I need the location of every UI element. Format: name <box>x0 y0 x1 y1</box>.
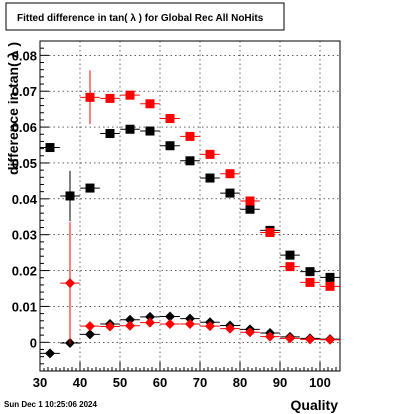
data-point-diamond <box>305 334 315 345</box>
data-point-square <box>245 204 255 214</box>
data-point-diamond <box>165 311 175 322</box>
y-tick-label: 0 <box>30 335 37 350</box>
data-point-diamond <box>65 278 75 289</box>
data-point-diamond <box>325 334 335 345</box>
y-tick-label: 0.01 <box>12 299 37 314</box>
y-axis-title: difference in tan( λ ) <box>5 42 21 175</box>
x-axis-title: Quality <box>291 397 339 413</box>
data-point-diamond <box>45 348 55 359</box>
data-point-diamond <box>285 333 295 344</box>
data-point-square <box>125 124 135 134</box>
data-point-diamond <box>145 317 155 328</box>
y-tick-label: 0.04 <box>12 192 38 207</box>
y-tick-label: 0.07 <box>12 84 37 99</box>
x-tick-label: 70 <box>193 375 207 390</box>
data-point-square <box>105 129 115 139</box>
data-point-diamond <box>145 311 155 322</box>
data-point-square <box>205 173 215 183</box>
x-tick-label: 30 <box>33 375 47 390</box>
y-tick-label: 0.08 <box>12 48 37 63</box>
data-point-diamond <box>245 327 255 338</box>
data-point-square <box>185 131 195 141</box>
data-point-square <box>85 183 95 193</box>
y-tick-label: 0.05 <box>12 156 37 171</box>
data-point-square <box>125 90 135 100</box>
data-point-square <box>165 113 175 123</box>
data-point-square <box>305 267 315 277</box>
data-point-square <box>225 188 235 198</box>
y-tick-label: 0.02 <box>12 264 37 279</box>
timestamp: Sun Dec 1 10:25:06 2024 <box>4 400 97 409</box>
data-point-square <box>105 93 115 103</box>
data-point-diamond <box>185 319 195 330</box>
data-point-square <box>325 281 335 291</box>
title-box: Fitted difference in tan( λ ) for Global… <box>5 2 285 31</box>
x-tick-label: 60 <box>153 375 167 390</box>
data-point-diamond <box>265 331 275 342</box>
data-point-diamond <box>125 320 135 331</box>
data-point-square <box>65 191 75 201</box>
data-point-diamond <box>225 323 235 334</box>
x-tick-label: 80 <box>233 375 247 390</box>
data-point-diamond <box>85 329 95 340</box>
data-point-square <box>285 250 295 260</box>
data-point-diamond <box>185 313 195 324</box>
data-point-square <box>225 169 235 179</box>
data-point-square <box>265 228 275 238</box>
data-point-diamond <box>85 321 95 332</box>
y-tick-label: 0.06 <box>12 120 37 135</box>
title-box-frame <box>5 2 285 31</box>
data-point-diamond <box>125 314 135 325</box>
data-point-square <box>85 92 95 102</box>
data-point-square <box>45 143 55 153</box>
data-point-square <box>325 272 335 282</box>
data-point-square <box>205 149 215 159</box>
data-point-square <box>145 126 155 136</box>
data-point-square <box>305 277 315 287</box>
data-marks <box>40 70 340 359</box>
axis-ticks: 30 40 50 60 70 80 90 100 0 0.01 0.02 0.03 0.04 0.05 0.… <box>12 40 337 390</box>
data-point-square <box>165 141 175 151</box>
x-tick-label: 40 <box>73 375 87 390</box>
data-point-square <box>245 196 255 206</box>
data-point-square <box>145 99 155 109</box>
x-tick-label: 50 <box>113 375 127 390</box>
x-tick-label: 90 <box>273 375 287 390</box>
data-point-diamond <box>105 321 115 332</box>
chart-title: Fitted difference in tan( λ ) for Global… <box>17 13 264 24</box>
x-tick-label: 100 <box>309 375 331 390</box>
y-tick-label: 0.03 <box>12 228 37 243</box>
data-point-diamond <box>165 319 175 330</box>
data-point-square <box>185 156 195 166</box>
grid <box>40 41 340 371</box>
data-point-diamond <box>205 321 215 332</box>
data-point-square <box>285 262 295 272</box>
